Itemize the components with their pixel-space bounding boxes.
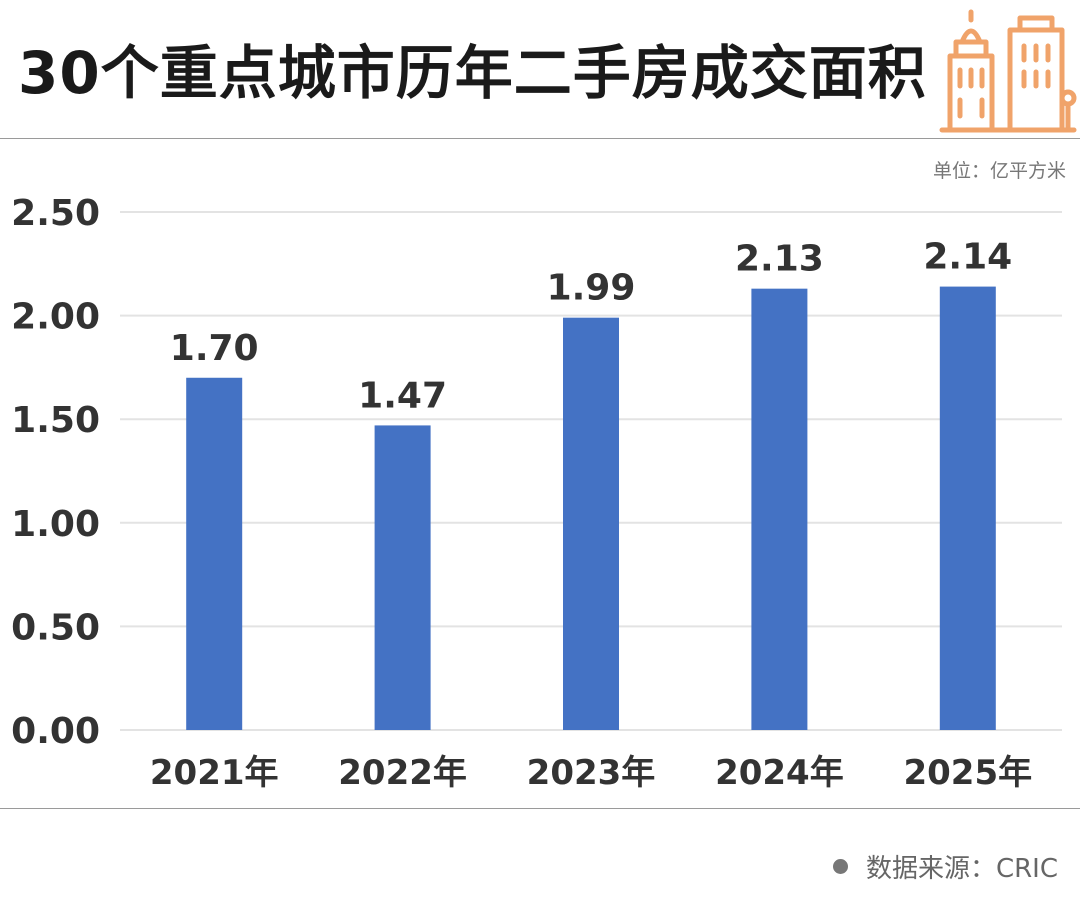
x-tick-label: 2022年: [338, 753, 467, 793]
chart-title: 30个重点城市历年二手房成交面积: [18, 39, 927, 107]
y-tick-label: 0.00: [11, 711, 100, 752]
y-tick-label: 2.50: [11, 193, 100, 234]
y-axis-ticks: 0.00 0.50 1.00 1.50 2.00 2.50: [11, 193, 100, 752]
bar: [939, 286, 996, 730]
y-tick-label: 2.00: [11, 297, 100, 338]
bar-value-label: 2.13: [735, 239, 824, 280]
bar: [563, 317, 619, 730]
footer-divider: [0, 808, 1080, 809]
bar-chart: 0.00 0.50 1.00 1.50 2.00 2.50 1.70 1.47 1.99 2.1…: [11, 193, 1062, 793]
bar-value-label: 2.14: [923, 237, 1012, 278]
bar-value-label: 1.99: [547, 268, 636, 309]
bar-value-label: 1.47: [358, 375, 447, 416]
bullet-dot-icon: [832, 859, 848, 874]
unit-label: 单位：亿平方米: [932, 160, 1066, 182]
value-labels: 1.70 1.47 1.99 2.13 2.14: [170, 237, 1012, 417]
source-text: 数据来源：CRIC: [865, 854, 1058, 884]
bar: [751, 288, 808, 730]
source-note: 数据来源：CRIC: [832, 848, 1058, 885]
header-divider: [0, 138, 1080, 139]
x-tick-label: 2023年: [527, 753, 656, 793]
y-tick-label: 1.50: [11, 400, 100, 441]
x-tick-label: 2021年: [150, 753, 279, 793]
x-tick-label: 2025年: [903, 753, 1032, 793]
bar: [374, 425, 431, 730]
bar-value-label: 1.70: [170, 328, 259, 369]
building-icon: [939, 9, 1077, 133]
bars: [186, 286, 996, 730]
y-tick-label: 0.50: [11, 607, 100, 648]
x-tick-label: 2024年: [715, 753, 844, 793]
x-axis-ticks: 2021年 2022年 2023年 2024年 2025年: [150, 753, 1032, 793]
bar: [186, 377, 243, 730]
y-tick-label: 1.00: [11, 504, 100, 545]
